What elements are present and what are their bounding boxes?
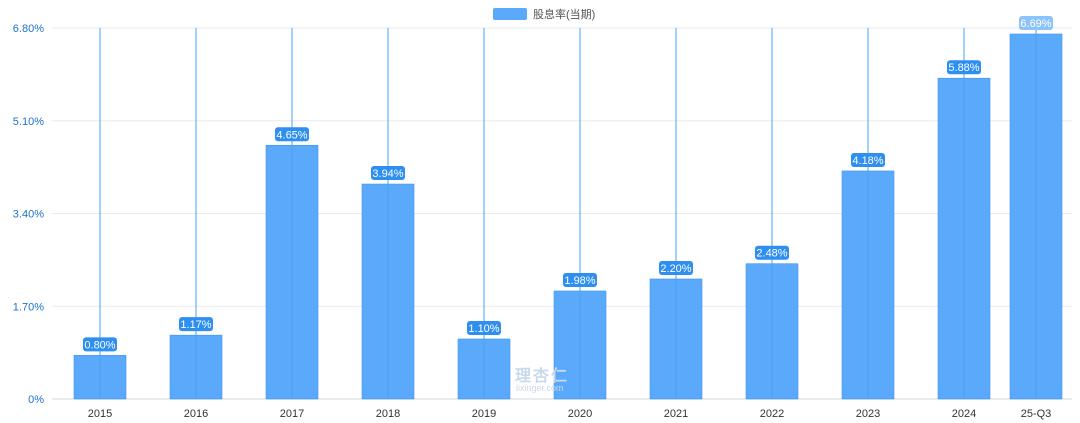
data-label-bg <box>755 245 789 260</box>
data-label-text: 3.94% <box>372 168 403 180</box>
data-label: 2.48% <box>755 245 789 260</box>
data-label: 6.69% <box>1019 16 1053 31</box>
data-label-text: 1.98% <box>564 275 595 287</box>
x-tick-label: 2018 <box>376 408 400 420</box>
data-label-text: 6.69% <box>1020 18 1051 30</box>
data-label-bg <box>83 337 117 352</box>
y-tick-label: 3.40% <box>13 209 44 221</box>
data-label: 0.80% <box>83 337 117 352</box>
data-label-bg <box>179 317 213 332</box>
data-label: 1.17% <box>179 317 213 332</box>
data-label: 4.18% <box>851 152 885 167</box>
x-tick-label: 2023 <box>856 408 880 420</box>
legend-label: 股息率(当期) <box>533 7 595 21</box>
category-lines <box>99 28 1037 399</box>
x-tick-label: 2015 <box>88 408 112 420</box>
y-tick-label: 1.70% <box>13 301 44 313</box>
watermark-cn: 理杏仁 <box>515 366 569 385</box>
y-tick-label: 0% <box>28 394 44 406</box>
data-label-bg <box>371 166 405 181</box>
data-label-text: 2.48% <box>756 248 787 260</box>
data-label-bg <box>851 152 885 167</box>
x-tick-label: 2024 <box>952 408 976 420</box>
data-label-text: 5.88% <box>948 62 979 74</box>
legend-swatch[interactable] <box>493 8 527 20</box>
data-label: 1.10% <box>467 320 501 335</box>
bars <box>73 33 1063 400</box>
data-label-bg <box>275 127 309 142</box>
data-label-bg <box>563 272 597 287</box>
x-tick-label: 25-Q3 <box>1021 408 1052 420</box>
x-tick-label: 2017 <box>280 408 304 420</box>
data-label-bg <box>659 260 693 275</box>
x-tick-label: 2022 <box>760 408 784 420</box>
watermark: 理杏仁 lixinger.com <box>515 366 569 393</box>
data-label: 1.98% <box>563 272 597 287</box>
data-label-bg <box>467 320 501 335</box>
data-label-text: 2.20% <box>660 263 691 275</box>
data-label-bg <box>947 60 981 75</box>
data-label: 4.65% <box>275 127 309 142</box>
x-axis-ticks: 2015 2016 2017 2018 2019 2020 2021 2022 2023 2024… <box>88 408 1052 420</box>
data-label-text: 4.18% <box>852 155 883 167</box>
data-label-text: 4.65% <box>276 129 307 141</box>
data-label-text: 1.17% <box>180 319 211 331</box>
data-label: 2.20% <box>659 260 693 275</box>
x-tick-label: 2019 <box>472 408 496 420</box>
x-tick-label: 2020 <box>568 408 592 420</box>
y-tick-label: 6.80% <box>13 23 44 35</box>
x-tick-label: 2016 <box>184 408 208 420</box>
watermark-en: lixinger.com <box>516 383 564 393</box>
data-label: 5.88% <box>947 60 981 75</box>
grid-lines <box>52 27 1072 400</box>
data-label-text: 0.80% <box>84 339 115 351</box>
x-tick-label: 2021 <box>664 408 688 420</box>
data-label-text: 1.10% <box>468 323 499 335</box>
data-labels: 0.80% 1.17% 4.65% 3.94% 1.10% 1.98% 2.20% 2.48%… <box>83 16 1053 352</box>
data-label: 3.94% <box>371 166 405 181</box>
y-tick-label: 5.10% <box>13 116 44 128</box>
legend[interactable]: 股息率(当期) <box>493 7 595 21</box>
data-label-bg <box>1019 16 1053 31</box>
y-axis-ticks: 0% 1.70% 3.40% 5.10% 6.80% <box>13 23 44 406</box>
